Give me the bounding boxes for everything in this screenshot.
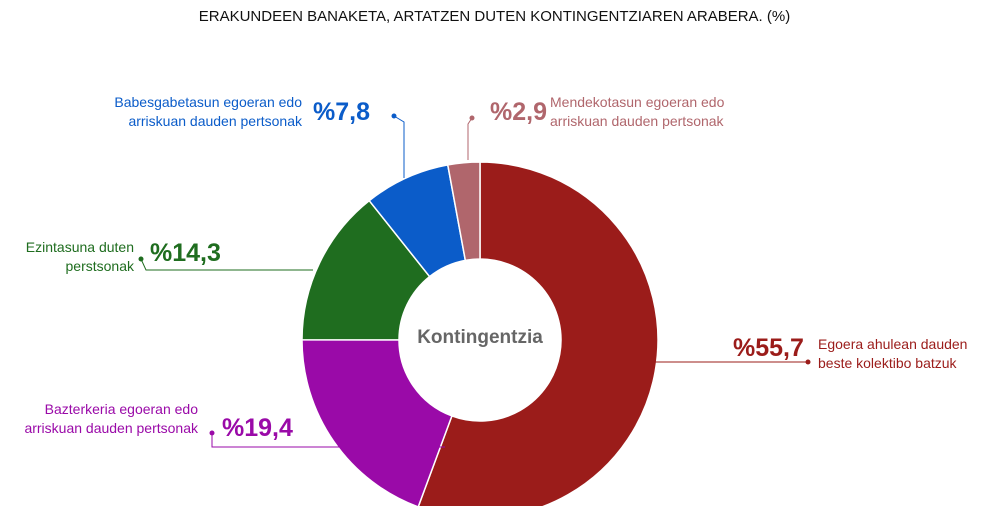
leader-line bbox=[211, 433, 445, 448]
value-label: %2,9 bbox=[490, 98, 547, 126]
donut-segment bbox=[446, 161, 481, 262]
value-label: %55,7 bbox=[733, 334, 804, 362]
leader-line bbox=[393, 115, 405, 178]
donut-segment bbox=[301, 199, 431, 341]
value-label: %14,3 bbox=[150, 239, 221, 267]
value-label: %7,8 bbox=[313, 98, 370, 126]
category-label: Egoera ahulean dauden beste kolektibo ba… bbox=[818, 336, 968, 371]
chart-title: ERAKUNDEEN BANAKETA, ARTATZEN DUTEN KONT… bbox=[198, 8, 791, 25]
leader-dot bbox=[391, 113, 397, 119]
value-label: %19,4 bbox=[222, 414, 293, 442]
category-label: Bazterkeria egoeran edo arriskuan dauden… bbox=[24, 401, 198, 436]
leader-line bbox=[140, 258, 313, 271]
leader-dot bbox=[209, 430, 215, 436]
donut-segment bbox=[417, 161, 659, 506]
leader-dot bbox=[805, 359, 811, 365]
category-label: Ezintasuna duten perstsonak bbox=[25, 239, 134, 274]
category-label: Babesgabetasun egoeran edo arriskuan dau… bbox=[114, 94, 302, 129]
category-label: Mendekotasun egoeran edo arriskuan daude… bbox=[550, 94, 725, 129]
leader-line bbox=[467, 117, 473, 160]
leader-dot bbox=[138, 256, 144, 262]
center-label: Kontingentzia bbox=[417, 327, 543, 348]
donut-segment bbox=[301, 338, 453, 506]
leader-dot bbox=[469, 115, 475, 121]
